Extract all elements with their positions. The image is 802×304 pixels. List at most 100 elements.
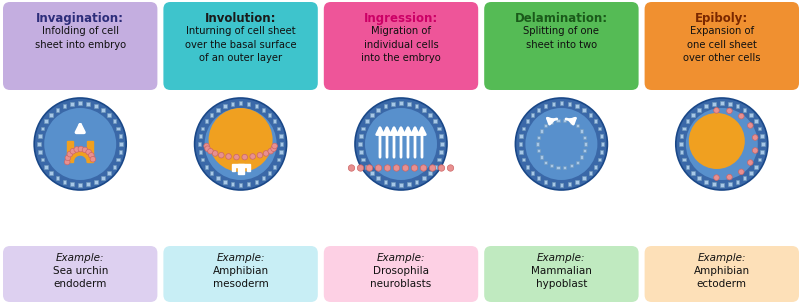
Bar (520, 150, 523, 154)
Bar (71, 102, 74, 105)
Bar (362, 126, 365, 130)
Text: Ingression:: Ingression: (364, 12, 438, 25)
Bar (44, 119, 48, 123)
Circle shape (44, 108, 116, 180)
Bar (560, 183, 563, 187)
Bar (101, 176, 105, 180)
Text: Delamination:: Delamination: (515, 12, 608, 25)
Circle shape (525, 108, 597, 180)
Circle shape (213, 150, 218, 156)
Bar (531, 171, 534, 175)
Circle shape (516, 98, 607, 190)
Circle shape (34, 98, 126, 190)
Bar (273, 165, 277, 168)
Bar (87, 182, 90, 186)
Bar (358, 142, 362, 146)
Circle shape (439, 165, 444, 171)
Bar (550, 164, 553, 168)
Circle shape (747, 123, 753, 128)
Bar (686, 119, 690, 123)
Circle shape (204, 143, 209, 149)
Bar (575, 180, 579, 184)
Polygon shape (67, 149, 93, 162)
Bar (216, 108, 220, 112)
Bar (522, 158, 525, 161)
Bar (210, 113, 213, 117)
Bar (223, 180, 227, 184)
Bar (359, 150, 363, 154)
Bar (399, 101, 403, 105)
Bar (365, 165, 369, 168)
Text: Epiboly:: Epiboly: (695, 12, 748, 25)
Bar (743, 176, 747, 180)
Text: Example:: Example: (56, 253, 104, 263)
Bar (210, 171, 213, 175)
Bar (415, 180, 419, 184)
Polygon shape (246, 167, 249, 171)
FancyBboxPatch shape (3, 2, 157, 90)
Bar (735, 180, 739, 184)
Bar (680, 134, 683, 138)
Bar (201, 126, 205, 130)
Bar (101, 108, 105, 112)
Bar (563, 166, 566, 169)
Bar (279, 150, 282, 154)
Circle shape (752, 135, 758, 140)
Bar (691, 113, 695, 117)
Bar (38, 134, 42, 138)
Bar (589, 113, 592, 117)
Text: Example:: Example: (217, 253, 265, 263)
Circle shape (90, 156, 95, 162)
Bar (277, 158, 280, 161)
Circle shape (676, 98, 768, 190)
Circle shape (365, 108, 437, 180)
Circle shape (411, 165, 418, 171)
Bar (568, 182, 571, 186)
Bar (41, 158, 44, 161)
Bar (44, 165, 48, 168)
Bar (371, 171, 374, 175)
Bar (119, 142, 123, 146)
Bar (223, 104, 227, 108)
Bar (199, 134, 202, 138)
Bar (540, 155, 543, 159)
Bar (365, 119, 369, 123)
Circle shape (714, 108, 719, 113)
Bar (359, 134, 363, 138)
Circle shape (384, 165, 391, 171)
Bar (754, 119, 758, 123)
Bar (107, 171, 111, 175)
Bar (580, 130, 583, 133)
Bar (537, 149, 540, 152)
Circle shape (403, 165, 409, 171)
Bar (216, 176, 220, 180)
Bar (552, 102, 555, 105)
Text: Infolding of cell
sheet into embryo: Infolding of cell sheet into embryo (34, 26, 126, 50)
Bar (686, 165, 690, 168)
Bar (691, 171, 695, 175)
Bar (119, 134, 122, 138)
Text: Mammalian
hypoblast: Mammalian hypoblast (531, 266, 592, 289)
Bar (552, 182, 555, 186)
Bar (754, 165, 758, 168)
Bar (399, 183, 403, 187)
Circle shape (355, 98, 447, 190)
Bar (520, 134, 523, 138)
Bar (704, 104, 708, 108)
Bar (563, 119, 566, 122)
Circle shape (747, 160, 753, 165)
Text: Example:: Example: (537, 253, 585, 263)
Bar (569, 121, 573, 124)
FancyBboxPatch shape (645, 2, 799, 90)
Circle shape (727, 174, 732, 180)
Text: Splitting of one
sheet into two: Splitting of one sheet into two (524, 26, 599, 50)
Circle shape (689, 113, 745, 169)
Bar (544, 180, 548, 184)
Bar (433, 165, 437, 168)
Bar (247, 182, 250, 186)
Bar (583, 136, 586, 139)
Circle shape (83, 147, 87, 153)
Circle shape (686, 108, 758, 180)
Circle shape (65, 155, 71, 161)
Bar (720, 183, 723, 187)
